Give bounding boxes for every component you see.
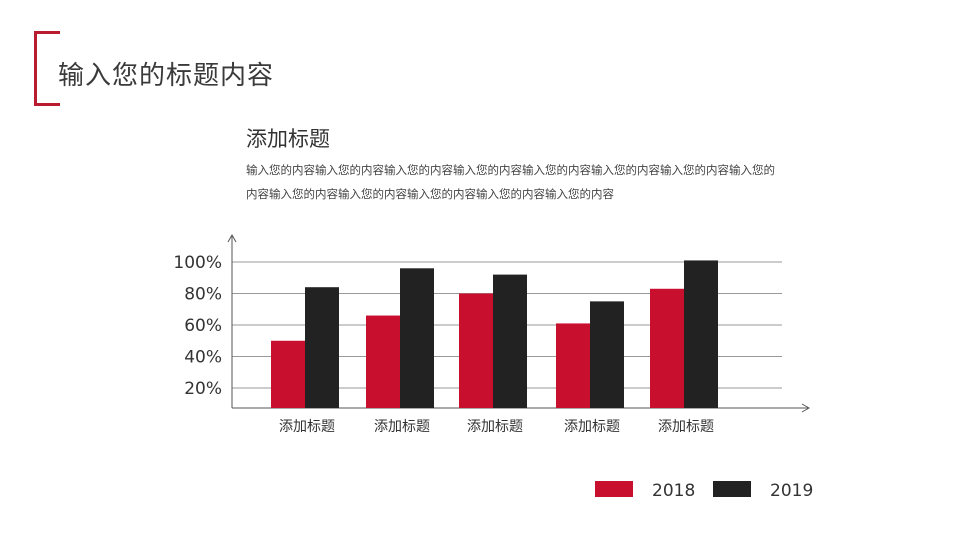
y-tick-label: 80% xyxy=(184,285,222,305)
legend-swatch-2019 xyxy=(713,481,751,497)
x-axis-arrow xyxy=(801,403,811,413)
section-body-text: 输入您的内容输入您的内容输入您的内容输入您的内容输入您的内容输入您的内容输入您的… xyxy=(246,163,775,201)
x-tick-label: 添加标题 xyxy=(658,419,714,435)
y-tick-label: 60% xyxy=(184,316,222,336)
bar-2018 xyxy=(366,315,400,408)
bar-2018 xyxy=(650,288,684,408)
y-tick-label: 40% xyxy=(184,348,222,368)
legend-swatch-2018 xyxy=(595,481,633,497)
x-tick-label: 添加标题 xyxy=(564,419,620,435)
title-bracket xyxy=(34,31,60,106)
x-tick-label: 添加标题 xyxy=(467,419,523,435)
bar-2019 xyxy=(400,268,434,408)
section-heading: 添加标题 xyxy=(246,127,330,151)
x-tick-label: 添加标题 xyxy=(279,419,335,435)
y-axis-arrow xyxy=(227,233,237,243)
bar-2019 xyxy=(590,301,624,408)
y-tick-label: 20% xyxy=(184,379,222,399)
legend-label-2019: 2019 xyxy=(770,481,813,501)
x-tick-label: 添加标题 xyxy=(374,419,430,435)
bar-2018 xyxy=(556,323,590,408)
bar-2019 xyxy=(305,287,339,408)
bar-2019 xyxy=(493,274,527,408)
bar-2019 xyxy=(684,260,718,408)
y-tick-label: 100% xyxy=(173,253,222,273)
bar-2018 xyxy=(459,293,493,408)
bar-2018 xyxy=(271,340,305,408)
legend-label-2018: 2018 xyxy=(652,481,695,501)
slide-title: 输入您的标题内容 xyxy=(58,61,275,91)
